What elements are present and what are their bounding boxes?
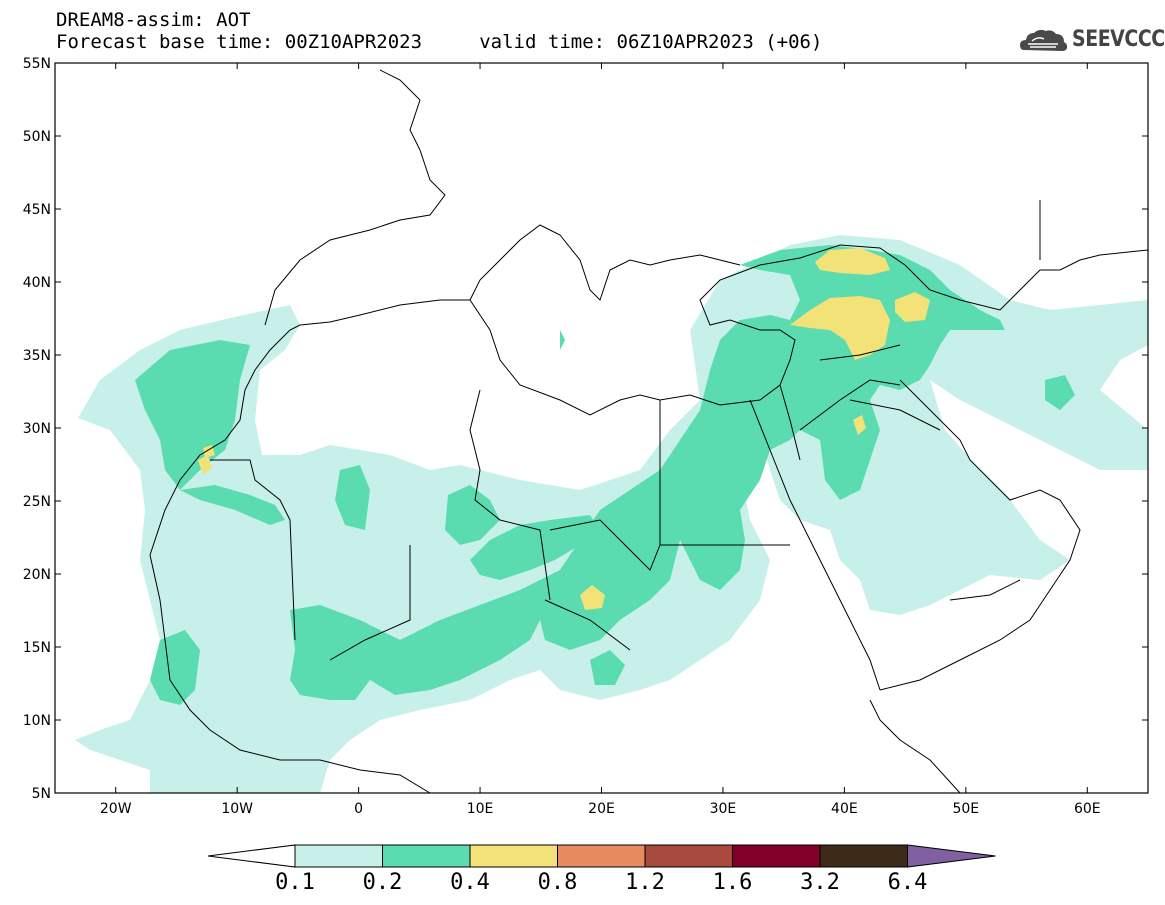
aot-band-0.2 [445, 485, 500, 545]
colorbar-label: 6.4 [887, 870, 928, 895]
colorbar-label: 0.4 [450, 870, 490, 895]
x-tick-label: 60E [1074, 801, 1101, 817]
colorbar-segment [732, 844, 821, 868]
colorbar-label: 0.8 [537, 870, 578, 895]
x-tick-label: 30E [710, 801, 737, 817]
colorbar-segment [819, 844, 908, 868]
aot-band-0.2 [180, 485, 285, 525]
colorbar-label: 0.2 [362, 870, 403, 895]
aot-band-0.2 [560, 330, 565, 350]
y-tick-label: 40N [23, 275, 51, 291]
x-tick-label: 20W [100, 801, 132, 817]
aot-band-0.4 [198, 455, 212, 475]
aot-band-0.2 [470, 515, 600, 580]
aot-band-0.2 [150, 630, 200, 705]
aot-band-0.4 [580, 585, 605, 610]
y-tick-label: 55N [23, 56, 51, 72]
aot-band-0.4 [853, 415, 866, 435]
x-tick-label: 20E [588, 801, 615, 817]
colorbar-segment [557, 844, 646, 868]
x-tick-label: 10W [221, 801, 253, 817]
map-title: DREAM8-assim: AOT [56, 9, 251, 31]
aot-contour-fields [75, 235, 1148, 793]
axis-ticks [55, 62, 1148, 794]
x-tick-label: 10E [467, 801, 494, 817]
colorbar-segment [382, 844, 471, 868]
coastlines-borders [149, 69, 1148, 793]
y-tick-label: 30N [23, 421, 51, 437]
y-tick-label: 20N [23, 567, 51, 583]
x-tick-label: 0 [354, 801, 363, 817]
y-tick-label: 45N [23, 202, 51, 218]
y-tick-label: 35N [23, 348, 51, 364]
aot-band-0.4 [895, 292, 930, 322]
colorbar-label: 1.2 [625, 870, 665, 895]
colorbar-label: 0.1 [275, 870, 315, 895]
aot-band-0.4 [790, 296, 890, 360]
aot-band-0.4 [815, 248, 890, 275]
colorbar [207, 844, 996, 868]
colorbar-segment [469, 844, 558, 868]
y-tick-label: 25N [23, 494, 51, 510]
x-axis-tick-labels: 20W 10W 0 10E 20E 30E 40E 50E 60E [100, 801, 1101, 817]
aot-band-0.2 [135, 340, 250, 490]
colorbar-right-arrow [907, 844, 996, 868]
x-tick-label: 50E [952, 801, 979, 817]
colorbar-label: 3.2 [800, 870, 840, 895]
colorbar-segment [644, 844, 733, 868]
colorbar-segment [294, 844, 383, 868]
x-tick-label: 40E [831, 801, 858, 817]
aot-band-0.2 [335, 465, 370, 530]
map-subtitle-times: Forecast base time: 00Z10APR2023 valid t… [56, 31, 823, 53]
cloud-logo-icon [1020, 29, 1068, 51]
y-tick-label: 10N [23, 713, 51, 729]
colorbar-left-arrow [207, 844, 296, 868]
y-tick-label: 50N [23, 129, 51, 145]
y-tick-label: 15N [23, 640, 51, 656]
y-axis-tick-labels: 55N 50N 45N 40N 35N 30N 25N 20N 15N 10N 5N [23, 56, 51, 802]
y-tick-label: 5N [32, 786, 51, 802]
logo-text: SEEVCCC [1072, 27, 1165, 52]
aot-band-0.2 [1045, 375, 1075, 410]
colorbar-label: 1.6 [712, 870, 753, 895]
aot-band-0.2 [590, 650, 625, 685]
